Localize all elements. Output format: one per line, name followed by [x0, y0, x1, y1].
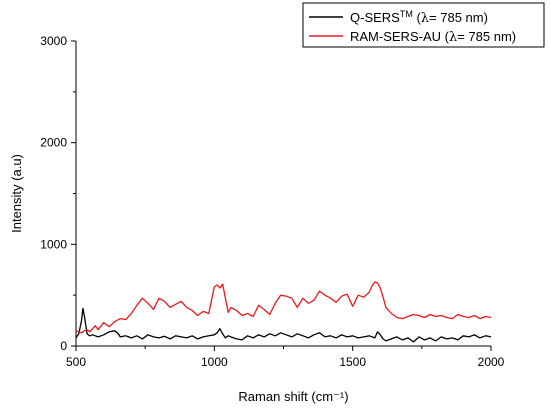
y-tick-label: 0: [60, 339, 67, 353]
x-tick-label: 500: [66, 355, 86, 369]
legend-label-1: Q-SERSTM (λ= 785 nm): [350, 9, 488, 26]
x-tick-label: 1000: [201, 355, 228, 369]
x-axis-title: Raman shift (cm⁻¹): [238, 389, 348, 404]
legend-label-2: RAM-SERS-AU (λ= 785 nm): [350, 29, 516, 45]
series-layer: [75, 281, 492, 343]
x-tick-label: 2000: [478, 355, 505, 369]
y-tick-label: 2000: [40, 136, 67, 150]
y-tick-label: 1000: [40, 237, 67, 251]
series-line-2: [75, 281, 492, 334]
y-tick-label: 3000: [40, 34, 67, 48]
ticks: 500 1000 1500 2000 0 1000 2000 3000: [40, 34, 504, 369]
axes: [75, 41, 491, 347]
series-line-1: [75, 307, 492, 343]
legend-box: [302, 2, 545, 48]
x-tick-label: 1500: [339, 355, 366, 369]
legend: Q-SERSTM (λ= 785 nm) RAM-SERS-AU (λ= 785 …: [302, 2, 545, 48]
y-axis-title: Intensity (a.u): [9, 154, 24, 233]
